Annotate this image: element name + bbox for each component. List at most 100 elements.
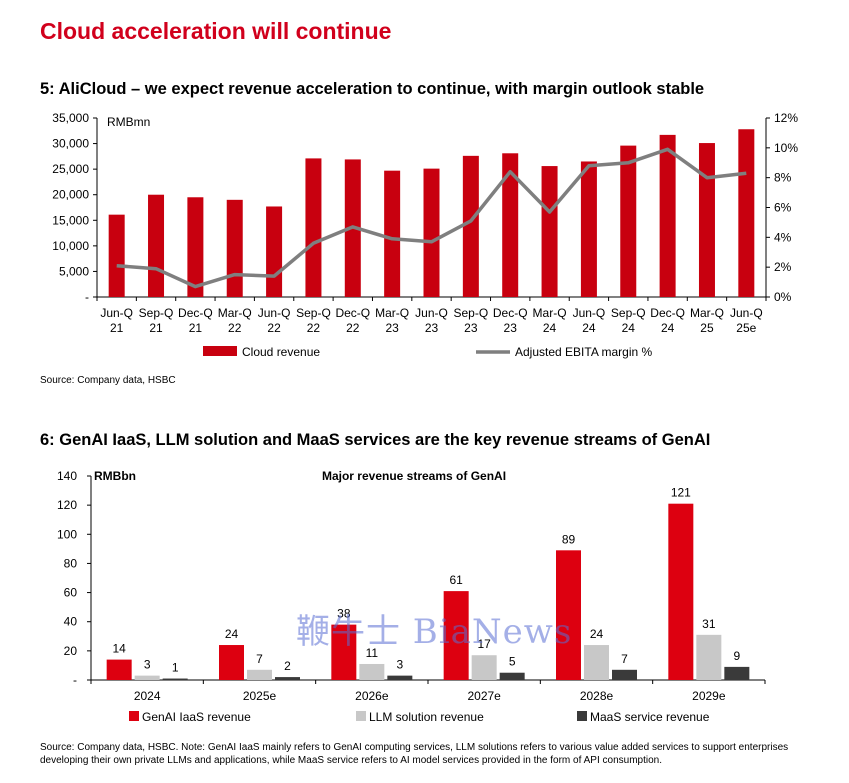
x-tick-label-line2: 23 [464, 321, 478, 335]
x-tick-label: 2026e [355, 689, 389, 703]
revenue-bar [305, 158, 322, 297]
x-tick-label: 2028e [580, 689, 614, 703]
data-label: 11 [366, 646, 379, 660]
legend-maas-swatch [577, 711, 587, 721]
left-tick-label: 15,000 [52, 213, 89, 227]
bar-maas [499, 672, 525, 680]
y-tick-label: 120 [57, 498, 77, 512]
left-tick-label: 25,000 [52, 162, 89, 176]
legend-llm-swatch [356, 711, 366, 721]
data-label: 7 [621, 652, 628, 666]
revenue-bar [502, 153, 519, 297]
bar-maas [275, 677, 300, 680]
bar-maas [612, 669, 637, 680]
data-label: 9 [733, 649, 740, 663]
data-label: 3 [144, 658, 151, 672]
bar-iaas [668, 503, 694, 680]
unit-label: RMBmn [107, 115, 150, 129]
revenue-bar [541, 166, 558, 297]
ebita-margin-line [116, 147, 747, 289]
x-tick-label-line1: Dec-Q [178, 306, 213, 320]
bar-iaas [556, 550, 581, 680]
data-label: 61 [449, 573, 463, 587]
x-tick-label-line1: Jun-Q [100, 306, 133, 320]
x-tick-label-line2: 24 [543, 321, 557, 335]
legend-iaas-label: GenAI IaaS revenue [142, 710, 251, 724]
left-tick-label: 10,000 [52, 239, 89, 253]
bar-maas [724, 666, 750, 680]
x-tick-label-line1: Dec-Q [493, 306, 528, 320]
x-tick-label-line2: 21 [189, 321, 203, 335]
unit-label: RMBbn [94, 469, 136, 483]
data-label: 24 [225, 627, 239, 641]
x-tick-label-line2: 22 [307, 321, 321, 335]
x-tick-label-line2: 24 [661, 321, 675, 335]
x-tick-label-line2: 24 [582, 321, 596, 335]
right-tick-label: 2% [774, 260, 792, 274]
right-tick-label: 12% [774, 111, 798, 125]
data-label: 89 [562, 532, 576, 546]
right-tick-label: 4% [774, 230, 792, 244]
figure6-title: 6: GenAI IaaS, LLM solution and MaaS ser… [40, 431, 711, 449]
x-tick-label: 2025e [243, 689, 277, 703]
data-label: 1 [172, 661, 179, 675]
legend-maas-label: MaaS service revenue [590, 710, 710, 724]
revenue-bar [620, 145, 637, 297]
x-tick-label-line1: Jun-Q [573, 306, 606, 320]
x-tick-label-line2: 24 [622, 321, 636, 335]
figure6-source: Source: Company data, HSBC. Note: GenAI … [40, 742, 789, 766]
data-label: 3 [396, 658, 403, 672]
bar-iaas [443, 591, 469, 680]
legend-llm-label: LLM solution revenue [369, 710, 484, 724]
x-tick-label-line2: 22 [346, 321, 360, 335]
bar-iaas [106, 659, 132, 680]
data-label: 7 [256, 652, 263, 666]
revenue-bar [462, 155, 479, 297]
data-label: 5 [509, 655, 516, 669]
revenue-bar [659, 134, 676, 297]
x-tick-label-line2: 21 [149, 321, 163, 335]
x-tick-label-line1: Mar-Q [690, 306, 724, 320]
legend-label-cloud-revenue: Cloud revenue [242, 345, 320, 359]
left-tick-label: 35,000 [52, 111, 89, 125]
left-tick-label: 20,000 [52, 188, 89, 202]
x-tick-label-line1: Sep-Q [296, 306, 331, 320]
x-tick-label-line1: Jun-Q [415, 306, 448, 320]
x-tick-label-line2: 25 [700, 321, 714, 335]
x-tick-label-line2: 22 [267, 321, 281, 335]
x-tick-label-line1: Mar-Q [218, 306, 252, 320]
data-label: 31 [702, 617, 716, 631]
right-tick-label: 6% [774, 201, 792, 215]
x-tick-label-line1: Mar-Q [375, 306, 409, 320]
data-label: 121 [671, 486, 691, 500]
x-tick-label-line1: Sep-Q [611, 306, 646, 320]
revenue-bar [226, 199, 243, 297]
x-tick-label-line1: Jun-Q [258, 306, 291, 320]
y-tick-label: 140 [57, 469, 77, 483]
data-label: 24 [590, 627, 604, 641]
x-tick-label-line2: 23 [425, 321, 439, 335]
x-tick-label-line2: 25e [736, 321, 756, 335]
bar-iaas [331, 624, 357, 680]
data-label: 2 [284, 659, 291, 673]
x-tick-label: 2024 [134, 689, 161, 703]
bar-llm [134, 675, 160, 680]
data-label: 14 [112, 642, 126, 656]
left-tick-label: 30,000 [52, 137, 89, 151]
x-tick-label-line2: 21 [110, 321, 124, 335]
legend-swatch-cloud-revenue [203, 346, 237, 356]
inner-chart-title: Major revenue streams of GenAI [322, 469, 506, 483]
bar-llm [584, 645, 609, 680]
y-tick-label: 100 [57, 527, 77, 541]
revenue-bar [384, 170, 401, 297]
y-tick-label: 60 [64, 586, 78, 600]
x-tick-label-line1: Sep-Q [454, 306, 489, 320]
x-tick-label-line1: Sep-Q [139, 306, 174, 320]
bar-maas [162, 678, 188, 681]
legend-iaas-swatch [129, 711, 139, 721]
bar-llm [696, 634, 722, 680]
x-tick-label: 2027e [467, 689, 501, 703]
right-tick-label: 8% [774, 171, 792, 185]
